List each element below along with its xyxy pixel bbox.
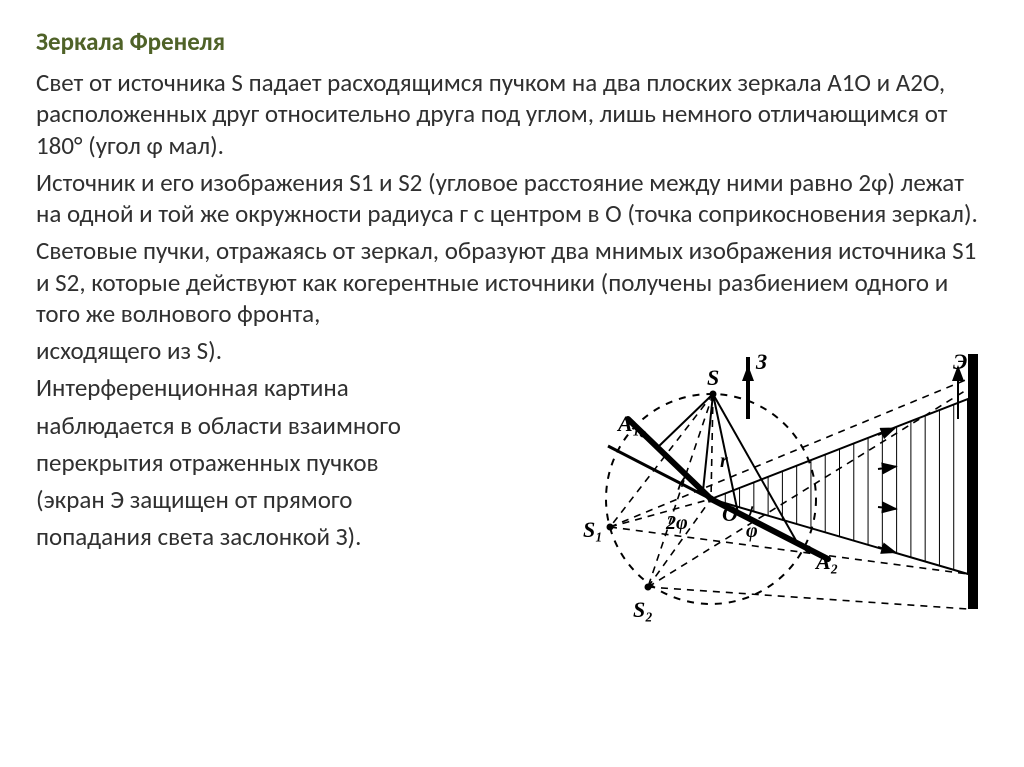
svg-text:S₁: S₁ — [583, 517, 603, 542]
svg-text:З: З — [755, 349, 767, 374]
paragraph-6: наблюдается в области взаимного — [36, 410, 536, 441]
svg-text:r: r — [720, 450, 728, 472]
paragraph-5: Интерференционная картина — [36, 372, 536, 403]
svg-text:A₂: A₂ — [814, 549, 838, 574]
svg-text:O: O — [722, 501, 738, 526]
paragraph-4: исходящего из S). — [36, 335, 536, 366]
svg-text:A₁: A₁ — [616, 411, 640, 436]
svg-text:2φ: 2φ — [665, 512, 688, 534]
svg-text:φ: φ — [746, 520, 758, 542]
paragraph-9: попадания света заслонкой З). — [36, 521, 536, 552]
svg-text:S₂: S₂ — [633, 597, 653, 622]
paragraph-1: Свет от источника S падает расходящимся … — [36, 67, 988, 161]
page-title: Зеркала Френеля — [36, 26, 988, 57]
paragraph-8: (экран Э защищен от прямого — [36, 484, 536, 515]
paragraph-7: перекрытия отраженных пучков — [36, 447, 536, 478]
paragraph-2: Источник и его изображения S1 и S2 (угло… — [36, 167, 988, 230]
paragraph-3: Световые пучки, отражаясь от зеркал, обр… — [36, 235, 988, 329]
svg-text:S: S — [707, 365, 719, 390]
svg-text:Э: Э — [953, 349, 967, 374]
fresnel-mirrors-diagram: O S S₁ S₂ A₁ A₂ З Эr φ 2φ — [498, 329, 998, 639]
